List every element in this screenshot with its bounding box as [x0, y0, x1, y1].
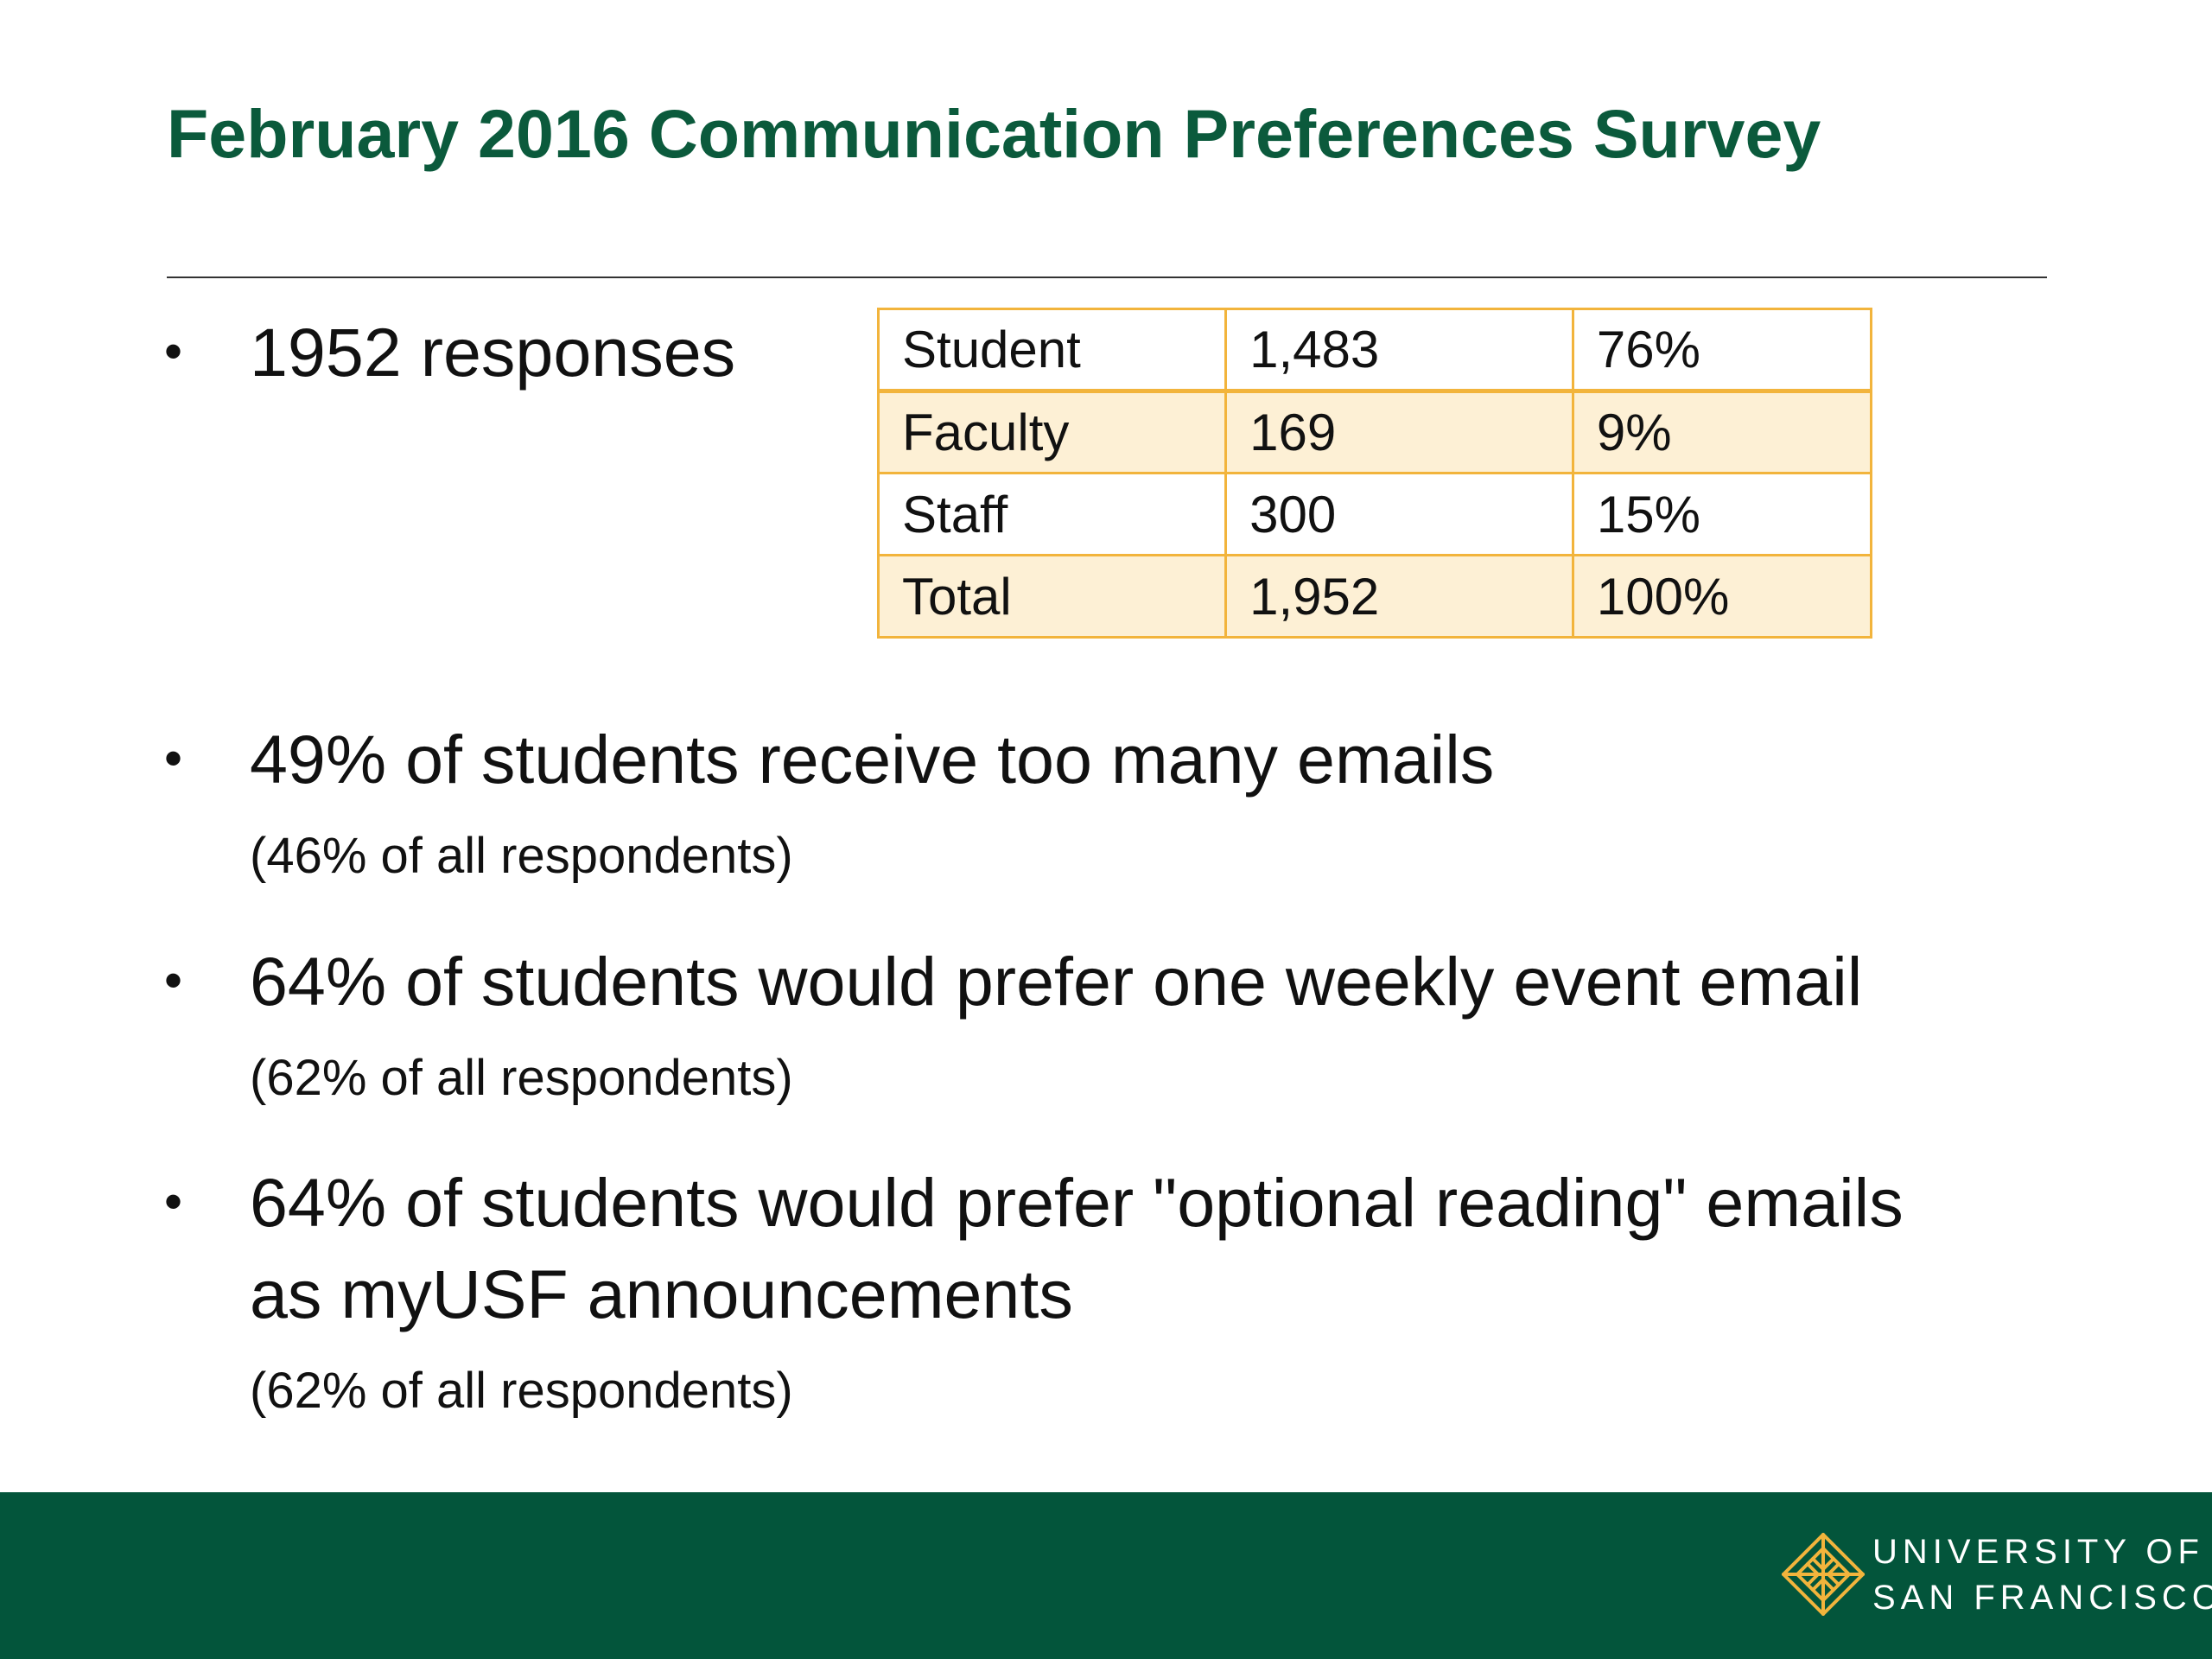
table-cell-percent: 100%	[1571, 554, 1873, 639]
wordmark-line-2: SAN FRANCISCO	[1872, 1579, 2212, 1617]
table-cell-count: 1,483	[1224, 308, 1574, 393]
table-cell-count: 169	[1224, 390, 1574, 474]
university-wordmark: UNIVERSITY OF SAN FRANCISCO	[1872, 1529, 2212, 1621]
slide-title: February 2016 Communication Preferences …	[167, 95, 1821, 172]
bullet-subnote: (46% of all respondents)	[250, 828, 793, 884]
title-divider	[167, 276, 2047, 278]
bullet-subnote: (62% of all respondents)	[250, 1363, 793, 1419]
bullet-responses: 1952 responses	[250, 314, 736, 391]
table-cell-group: Total	[876, 554, 1228, 639]
bullet-marker: •	[164, 951, 183, 1009]
table-cell-group: Staff	[876, 472, 1228, 556]
table-row: Total 1,952 100%	[876, 554, 1873, 639]
table-cell-group: Faculty	[876, 390, 1228, 474]
table-cell-percent: 76%	[1571, 308, 1873, 393]
responses-table: Student 1,483 76% Faculty 169 9% Staff 3…	[876, 308, 1873, 639]
bullet-marker: •	[164, 1173, 183, 1230]
table-row: Student 1,483 76%	[876, 308, 1873, 393]
bullet-marker: •	[164, 322, 183, 380]
table-cell-percent: 9%	[1571, 390, 1873, 474]
bullet-subnote: (62% of all respondents)	[250, 1050, 793, 1106]
wordmark-line-1: UNIVERSITY OF	[1872, 1533, 2204, 1571]
table-cell-group: Student	[876, 308, 1228, 393]
bullet-optional-reading-line1: 64% of students would prefer "optional r…	[250, 1164, 1904, 1241]
bullet-marker: •	[164, 729, 183, 787]
table-cell-count: 300	[1224, 472, 1574, 556]
bullet-weekly-event-email: 64% of students would prefer one weekly …	[250, 943, 1863, 1020]
bullet-too-many-emails: 49% of students receive too many emails	[250, 721, 1495, 798]
table-cell-count: 1,952	[1224, 554, 1574, 639]
table-row: Staff 300 15%	[876, 472, 1873, 556]
table-cell-percent: 15%	[1571, 472, 1873, 556]
table-row: Faculty 169 9%	[876, 390, 1873, 474]
usf-cross-logo-icon	[1782, 1533, 1865, 1616]
bullet-optional-reading-line2: as myUSF announcements	[250, 1255, 1073, 1332]
